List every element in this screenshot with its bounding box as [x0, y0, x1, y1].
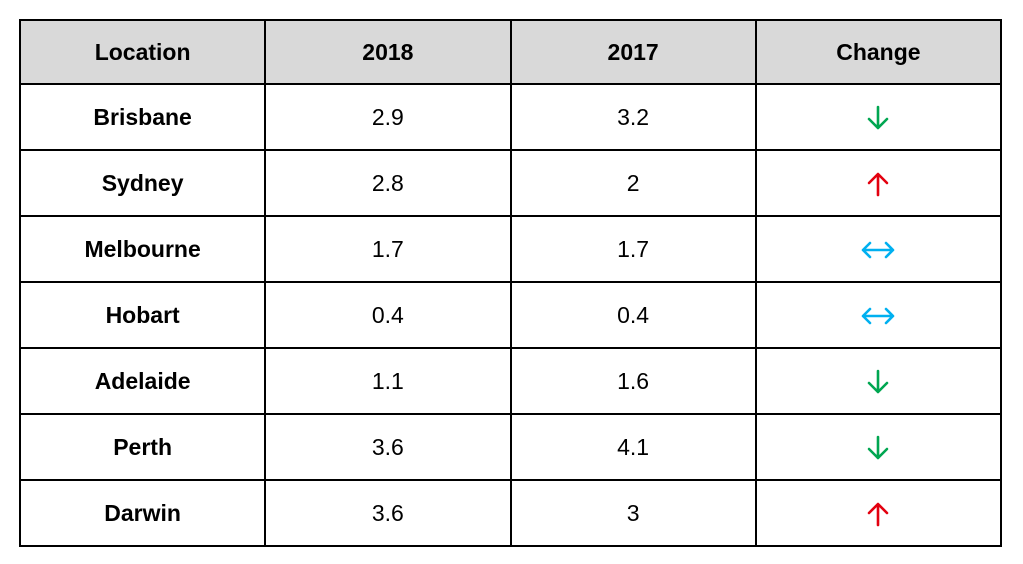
- table-row: Hobart 0.4 0.4: [18, 281, 1003, 349]
- cell-change: [754, 149, 1003, 217]
- column-header-2017: 2017: [509, 19, 757, 85]
- column-header-change: Change: [754, 19, 1003, 85]
- cell-change: [754, 215, 1003, 283]
- cell-2018: 3.6: [264, 413, 512, 481]
- cell-change: [754, 479, 1003, 547]
- column-header-2018: 2018: [264, 19, 512, 85]
- cell-change: [754, 347, 1003, 415]
- down-arrow-icon: [868, 105, 889, 130]
- cell-2018: 1.1: [264, 347, 512, 415]
- cell-location: Adelaide: [18, 347, 267, 415]
- table-row: Sydney 2.8 2: [18, 149, 1003, 217]
- cell-2018: 0.4: [264, 281, 512, 349]
- table-row: Adelaide 1.1 1.6: [18, 347, 1003, 415]
- cell-2018: 2.9: [264, 83, 512, 151]
- cell-change: [754, 281, 1003, 349]
- header-row: Location 2018 2017 Change: [18, 19, 1003, 85]
- cell-2017: 2: [509, 149, 757, 217]
- cell-change: [754, 413, 1003, 481]
- cell-2017: 3.2: [509, 83, 757, 151]
- cell-location: Melbourne: [18, 215, 267, 283]
- up-arrow-icon: [868, 172, 889, 197]
- cell-location: Perth: [18, 413, 267, 481]
- cell-location: Sydney: [18, 149, 267, 217]
- table-row: Perth 3.6 4.1: [18, 413, 1003, 481]
- table-body: Brisbane 2.9 3.2 Sydney 2.8 2 Melbourne 1.7 1.7 H…: [18, 83, 1003, 547]
- table-row: Melbourne 1.7 1.7: [18, 215, 1003, 283]
- cell-location: Darwin: [18, 479, 267, 547]
- down-arrow-icon: [868, 435, 889, 460]
- cell-location: Brisbane: [18, 83, 267, 151]
- cell-2017: 1.6: [509, 347, 757, 415]
- data-table-container: Location 2018 2017 Change Brisbane 2.9 3.2…: [18, 19, 1003, 547]
- cell-2017: 1.7: [509, 215, 757, 283]
- down-arrow-icon: [868, 369, 889, 394]
- cell-2018: 1.7: [264, 215, 512, 283]
- table-row: Brisbane 2.9 3.2: [18, 83, 1003, 151]
- cell-2017: 0.4: [509, 281, 757, 349]
- cell-change: [754, 83, 1003, 151]
- data-table: Location 2018 2017 Change Brisbane 2.9 3.2…: [18, 19, 1003, 547]
- table-row: Darwin 3.6 3: [18, 479, 1003, 547]
- up-arrow-icon: [868, 502, 889, 527]
- column-header-location: Location: [18, 19, 267, 85]
- left-right-arrow-icon: [862, 308, 895, 325]
- left-right-arrow-icon: [862, 242, 895, 259]
- cell-2018: 3.6: [264, 479, 512, 547]
- cell-location: Hobart: [18, 281, 267, 349]
- cell-2017: 4.1: [509, 413, 757, 481]
- cell-2018: 2.8: [264, 149, 512, 217]
- cell-2017: 3: [509, 479, 757, 547]
